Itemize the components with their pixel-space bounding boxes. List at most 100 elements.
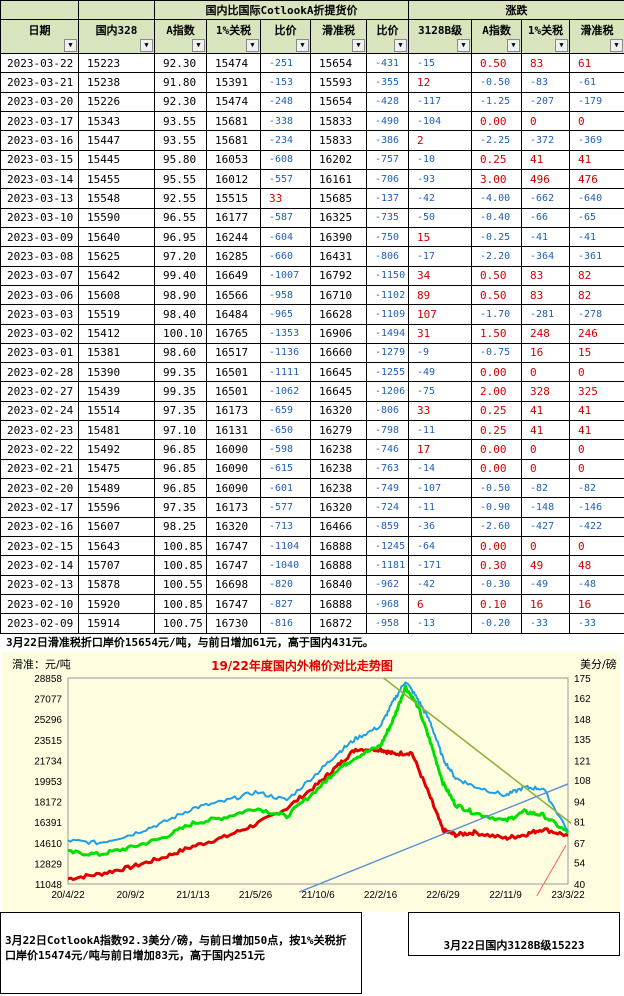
table-cell: -1.70 bbox=[471, 304, 523, 325]
table-cell: -50 bbox=[408, 207, 473, 228]
table-cell: 16390 bbox=[310, 226, 367, 248]
filter-dropdown-icon[interactable]: ▼ bbox=[457, 38, 471, 52]
table-cell: -1150 bbox=[365, 265, 410, 286]
table-cell: 1.50 bbox=[471, 323, 523, 344]
table-cell: 15920 bbox=[78, 594, 155, 615]
table-cell: -278 bbox=[569, 304, 624, 325]
filter-dropdown-icon[interactable]: ▼ bbox=[246, 38, 259, 52]
table-row: 2023-03-02 15412 100.10 16765 -1353 16906 -149… bbox=[0, 323, 624, 344]
table-cell: 16431 bbox=[310, 246, 367, 267]
table-cell: 16202 bbox=[310, 149, 367, 170]
filter-dropdown-icon[interactable]: ▼ bbox=[555, 38, 569, 52]
table-cell: -1007 bbox=[260, 265, 311, 286]
table-cell: -577 bbox=[260, 497, 311, 518]
table-cell: 0.50 bbox=[471, 52, 523, 74]
table-cell: -0.75 bbox=[471, 342, 523, 364]
column-header: A指数 ▼ bbox=[471, 19, 523, 54]
table-cell: -82 bbox=[569, 478, 624, 499]
table-cell: 325 bbox=[569, 381, 624, 402]
table-cell: -965 bbox=[260, 304, 311, 325]
table-cell: 2.00 bbox=[471, 381, 523, 402]
table-cell: -179 bbox=[569, 91, 624, 112]
table-cell: 2023-03-22 bbox=[0, 52, 79, 74]
table-cell: 2023-02-24 bbox=[0, 400, 79, 422]
table-cell: -608 bbox=[260, 149, 311, 170]
table-cell: -1102 bbox=[365, 284, 410, 306]
filter-dropdown-icon[interactable]: ▼ bbox=[507, 38, 521, 52]
table-row: 2023-02-16 15607 98.25 16320 -713 16466 -859 -3… bbox=[0, 516, 624, 538]
table-cell: -372 bbox=[521, 130, 571, 151]
table-cell: 92.30 bbox=[154, 52, 207, 74]
table-cell: 97.10 bbox=[154, 420, 207, 441]
y-right-tick-label: 40 bbox=[574, 880, 586, 891]
y-left-tick-label: 19953 bbox=[34, 777, 62, 788]
table-cell: -587 bbox=[260, 207, 311, 228]
table-cell: 2023-02-14 bbox=[0, 555, 79, 576]
table-cell: 99.40 bbox=[154, 265, 207, 286]
table-cell: 15642 bbox=[78, 265, 155, 286]
table-row: 2023-02-27 15439 99.35 16501 -1062 16645 -1206… bbox=[0, 381, 624, 402]
table-cell: 17 bbox=[408, 439, 473, 460]
table-cell: 97.35 bbox=[154, 400, 207, 422]
table-cell: 2023-03-15 bbox=[0, 149, 79, 170]
table-cell: -2.25 bbox=[471, 130, 523, 151]
table-cell: 0 bbox=[569, 110, 624, 132]
table-row: 2023-03-14 15455 95.55 16012 -557 16161 -706 -9… bbox=[0, 168, 624, 190]
table-cell: 2023-03-02 bbox=[0, 323, 79, 344]
table-row: 2023-03-07 15642 99.40 16649 -1007 16792 -1150… bbox=[0, 265, 624, 286]
table-cell: 98.40 bbox=[154, 304, 207, 325]
filter-dropdown-icon[interactable]: ▼ bbox=[296, 38, 309, 52]
table-cell: 16649 bbox=[206, 265, 261, 286]
filter-dropdown-icon[interactable]: ▼ bbox=[394, 38, 408, 52]
table-cell: -234 bbox=[260, 130, 311, 151]
price-table: 国内比国际CotlookA折提货价 涨跌 日期 ▼ 国内328 ▼ A指数 ▼ 1%关税 ▼ 比… bbox=[0, 0, 624, 634]
table-cell: 2 bbox=[408, 130, 473, 151]
table-cell: -42 bbox=[408, 188, 473, 209]
change-header: 涨跌 bbox=[408, 0, 624, 21]
table-cell: 41 bbox=[521, 420, 571, 441]
column-header: A指数 ▼ bbox=[154, 19, 207, 54]
table-cell: 15223 bbox=[78, 52, 155, 74]
table-cell: -10 bbox=[408, 149, 473, 170]
table-cell: 0 bbox=[569, 458, 624, 480]
table-cell: -640 bbox=[569, 188, 624, 209]
table-cell: 16012 bbox=[206, 168, 261, 190]
column-header-label: 比价 bbox=[376, 24, 399, 38]
table-cell: 15381 bbox=[78, 342, 155, 364]
table-cell: 0 bbox=[521, 536, 571, 557]
table-cell: 82 bbox=[569, 284, 624, 306]
table-cell: -1279 bbox=[365, 342, 410, 364]
filter-dropdown-icon[interactable]: ▼ bbox=[64, 38, 77, 52]
table-cell: 12 bbox=[408, 72, 473, 93]
table-cell: 16765 bbox=[206, 323, 261, 344]
table-cell: -962 bbox=[365, 574, 410, 596]
table-cell: -33 bbox=[521, 613, 571, 634]
table-cell: 16501 bbox=[206, 362, 261, 383]
table-cell: 16279 bbox=[310, 420, 367, 441]
table-cell: 48 bbox=[569, 555, 624, 576]
table-cell: 0.10 bbox=[471, 594, 523, 615]
table-cell: -17 bbox=[408, 246, 473, 267]
table-cell: -14 bbox=[408, 458, 473, 480]
filter-dropdown-icon[interactable]: ▼ bbox=[140, 38, 153, 52]
table-cell: -650 bbox=[260, 420, 311, 441]
table-cell: 16888 bbox=[310, 594, 367, 615]
table-cell: 2023-03-21 bbox=[0, 72, 79, 93]
y-left-tick-label: 12829 bbox=[34, 859, 62, 870]
filter-dropdown-icon[interactable]: ▼ bbox=[352, 38, 365, 52]
table-cell: 2023-02-10 bbox=[0, 594, 79, 615]
filter-dropdown-icon[interactable]: ▼ bbox=[192, 38, 205, 52]
table-cell: -735 bbox=[365, 207, 410, 228]
table-cell: -557 bbox=[260, 168, 311, 190]
table-cell: 2023-03-20 bbox=[0, 91, 79, 112]
empty-header bbox=[0, 0, 79, 21]
filter-dropdown-icon[interactable]: ▼ bbox=[610, 38, 624, 52]
table-cell: 100.75 bbox=[154, 613, 207, 634]
table-cell: 16888 bbox=[310, 536, 367, 557]
table-cell: -1353 bbox=[260, 323, 311, 344]
column-header-label: 滑准税 bbox=[580, 24, 614, 38]
table-cell: -171 bbox=[408, 555, 473, 576]
table-cell: 16466 bbox=[310, 516, 367, 538]
table-cell: 0 bbox=[521, 362, 571, 383]
table-cell: -281 bbox=[521, 304, 571, 325]
